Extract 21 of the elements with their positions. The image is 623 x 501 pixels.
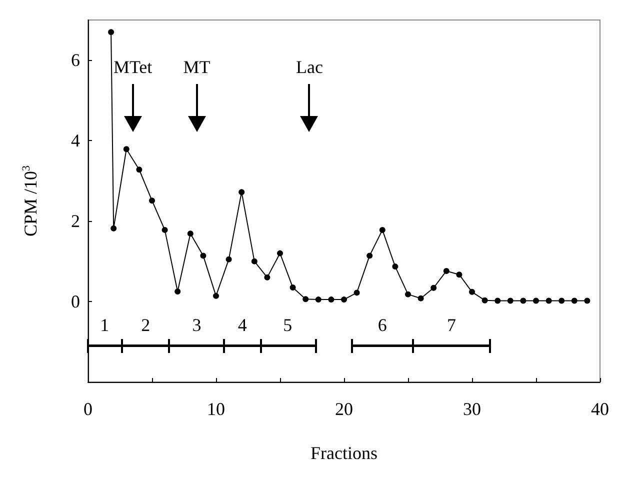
ref-line-label: Lac bbox=[296, 57, 323, 77]
x-tick-label: 30 bbox=[463, 399, 481, 419]
annotation: 2 bbox=[141, 314, 150, 335]
y-tick-label: 0 bbox=[71, 292, 80, 312]
y-tick-label: 2 bbox=[71, 211, 80, 232]
x-tick-label: 40 bbox=[591, 399, 609, 419]
x-tick-label: 20 bbox=[335, 399, 353, 419]
annotation: 5 bbox=[283, 314, 292, 335]
y-tick-label: 4 bbox=[71, 130, 80, 151]
ref-line-label: MTet bbox=[113, 57, 152, 77]
annotation: 7 bbox=[447, 314, 456, 335]
x-tick-label: 10 bbox=[207, 399, 225, 419]
annotation: 6 bbox=[378, 314, 387, 335]
y-tick-label: 6 bbox=[71, 50, 80, 70]
x-axis-title: Fractions bbox=[310, 443, 378, 463]
ref-line-label: MT bbox=[183, 57, 210, 77]
y-axis-title: CPM /103 bbox=[20, 164, 40, 237]
annotation: 3 bbox=[192, 314, 202, 335]
annotation: 4 bbox=[238, 314, 247, 335]
annotation: 1 bbox=[100, 314, 110, 335]
x-tick-label: 0 bbox=[84, 399, 92, 419]
